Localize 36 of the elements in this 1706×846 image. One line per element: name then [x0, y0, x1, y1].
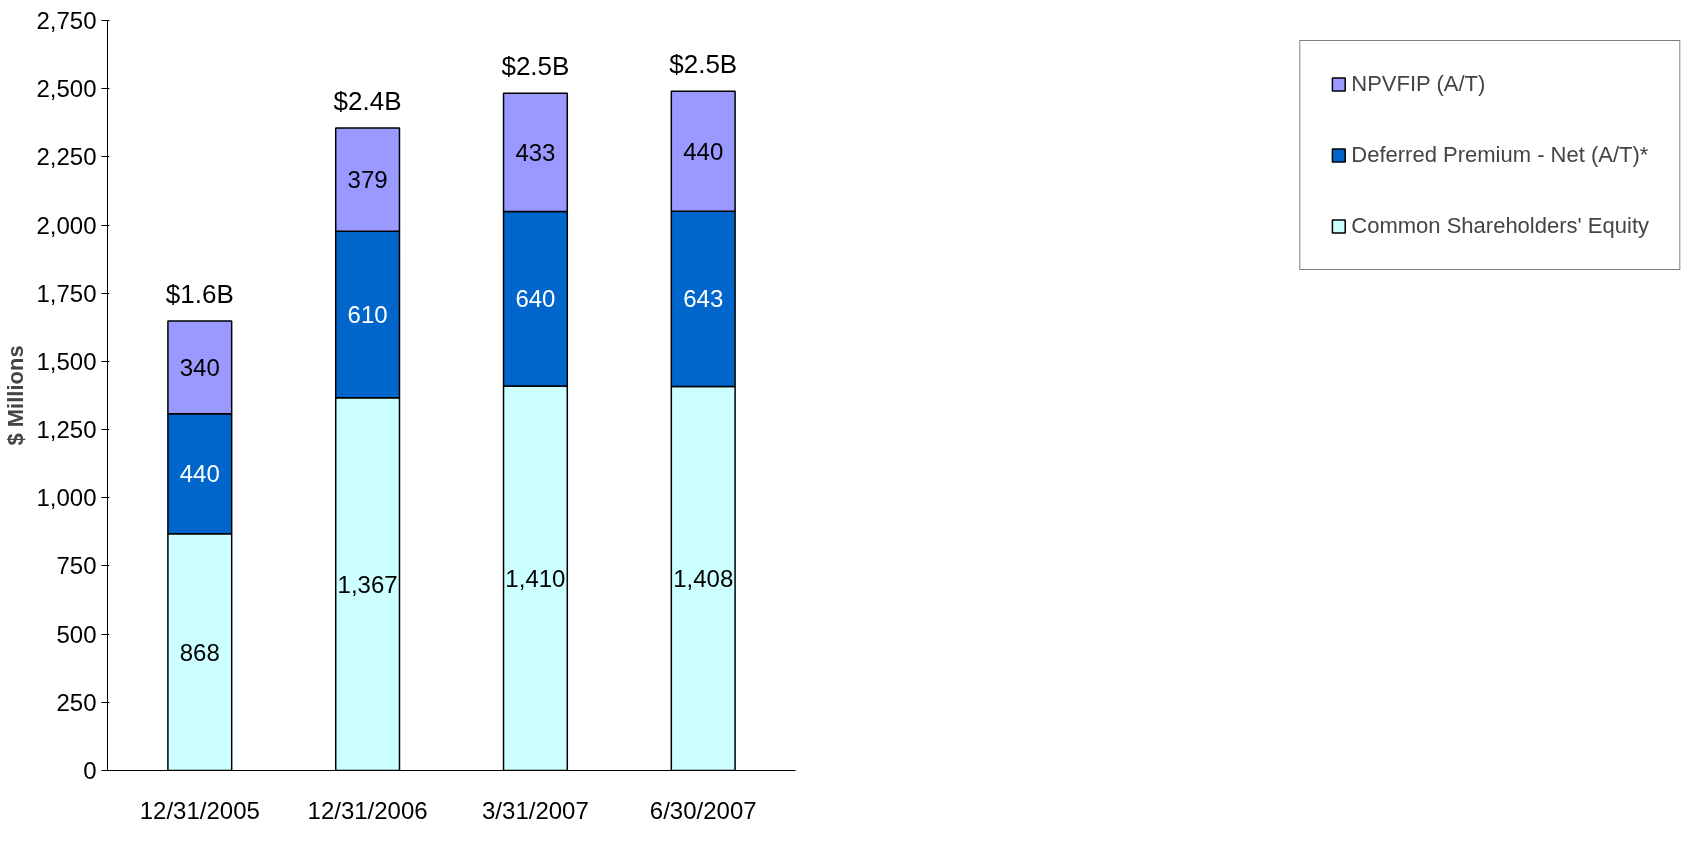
y-axis-title: $ Millions [3, 345, 29, 446]
data-label: 379 [347, 166, 388, 194]
y-tick-label: 250 [56, 688, 97, 716]
legend-label: Common Shareholders' Equity [1351, 213, 1649, 239]
y-tick-label: 0 [83, 757, 97, 784]
data-label: 610 [347, 301, 388, 328]
data-label: 643 [683, 285, 724, 313]
data-label: 433 [515, 138, 556, 166]
x-tick-label: 12/31/2006 [307, 796, 428, 824]
x-tick-label: 3/31/2007 [482, 796, 589, 824]
y-tick-label: 500 [56, 620, 97, 648]
data-label: 1,410 [505, 564, 566, 592]
total-label: $2.4B [333, 85, 402, 116]
y-tick-label: 2,500 [36, 75, 97, 103]
x-tick-label: 6/30/2007 [649, 796, 757, 824]
data-label: 1,408 [673, 565, 734, 592]
y-tick-label: 1,250 [36, 416, 97, 444]
total-label: $1.6B [165, 279, 234, 310]
data-label: 340 [179, 353, 220, 381]
data-label: 868 [179, 638, 220, 666]
x-tick-label: 12/31/2005 [139, 796, 260, 824]
legend-label: NPVFIP (A/T) [1351, 71, 1486, 97]
y-tick-label: 1,500 [36, 347, 97, 375]
y-tick-label: 1,000 [36, 484, 97, 512]
data-label: 440 [179, 460, 220, 488]
total-label: $2.5B [669, 49, 738, 80]
y-tick-label: 1,750 [36, 279, 97, 307]
y-tick-label: 750 [56, 552, 97, 580]
y-tick-label: 2,000 [36, 211, 97, 239]
total-label: $2.5B [501, 51, 570, 82]
data-label: 440 [683, 137, 724, 165]
legend-label: Deferred Premium - Net (A/T)* [1351, 142, 1649, 168]
y-tick-label: 2,250 [36, 143, 97, 171]
y-tick-label: 2,750 [36, 7, 97, 34]
data-label: 1,367 [337, 570, 398, 598]
data-label: 640 [515, 285, 556, 313]
